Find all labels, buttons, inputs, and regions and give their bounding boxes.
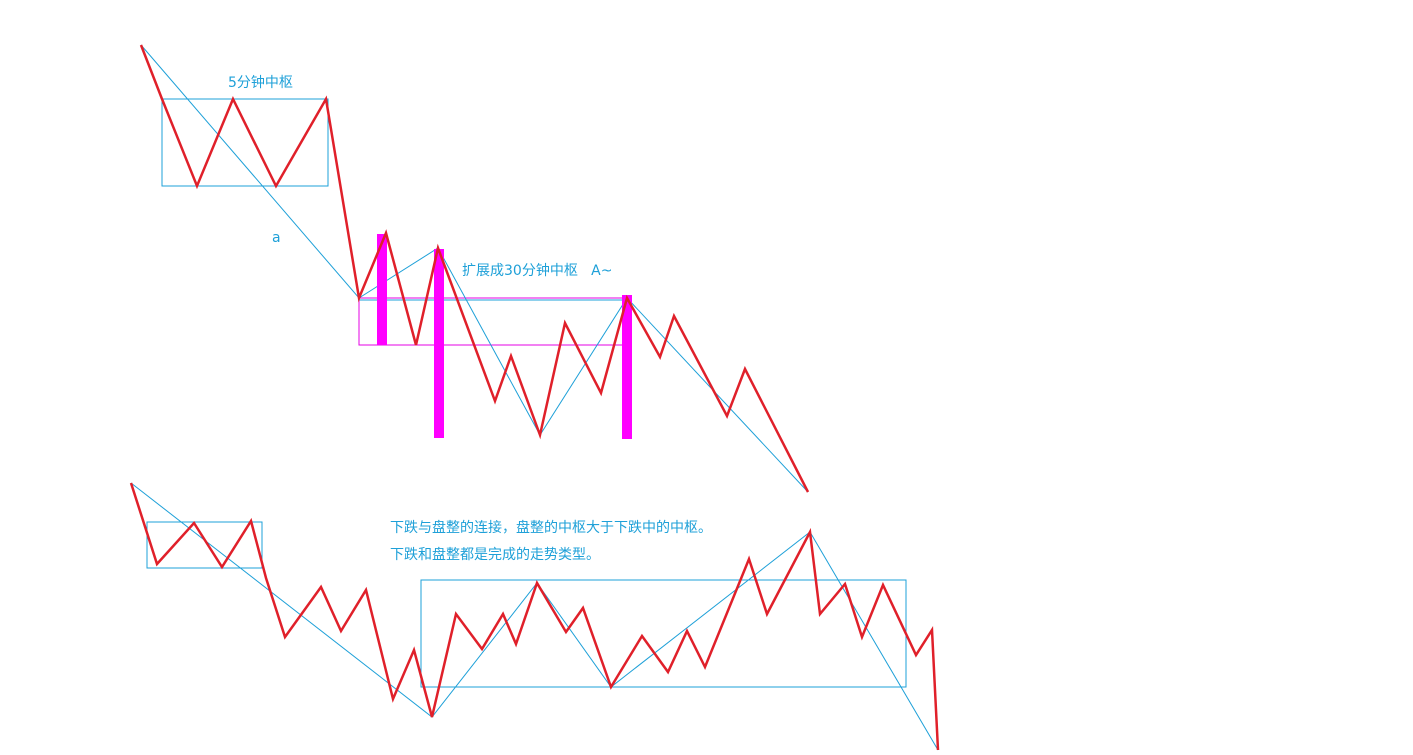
price-path-lower — [129, 482, 940, 751]
note-line-2: 下跌和盘整都是完成的走势类型。 — [390, 546, 600, 563]
marker-bar-1 — [377, 234, 387, 345]
price-path-upper — [139, 44, 810, 493]
marker-bar-3 — [622, 295, 632, 439]
trend-line-lower — [130, 482, 939, 751]
zhongshu-box-lower-small — [146, 521, 263, 569]
zhongshu-box-lower-large — [420, 579, 907, 688]
trend-line-upper — [140, 44, 809, 493]
zhongshu-box-30min — [358, 297, 628, 346]
label-zhongshu-5min: 5分钟中枢 — [228, 74, 293, 91]
marker-bar-2 — [434, 249, 444, 438]
note-line-1: 下跌与盘整的连接，盘整的中枢大于下跌中的中枢。 — [390, 519, 712, 536]
label-a: a — [272, 230, 281, 246]
zhongshu-box-5min — [161, 98, 329, 187]
label-expand-30min: 扩展成30分钟中枢 A~ — [462, 262, 612, 279]
